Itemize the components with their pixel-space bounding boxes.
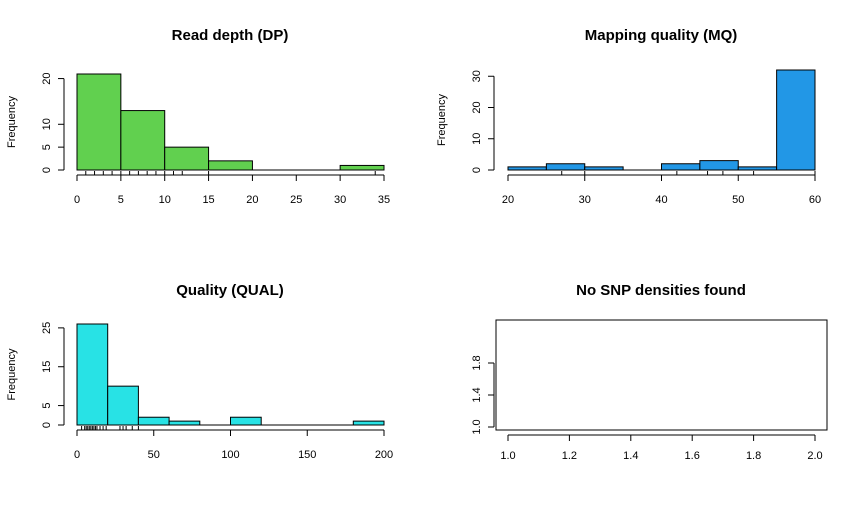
panel-0-x-tick-label-4: 20	[246, 194, 258, 206]
panel-1-x-tick-label-4: 60	[809, 194, 821, 206]
panel-3-x-tick-label-4: 1.8	[746, 450, 761, 462]
panel-3-plot-box	[495, 319, 828, 431]
panel-2-x-tick-label-3: 150	[298, 449, 316, 461]
panel-1-bar-1	[545, 163, 586, 171]
panel-3-y-tick-label-1: 1.4	[471, 387, 483, 402]
panel-1-x-tick-label-1: 30	[579, 194, 591, 206]
panel-2-y-tick-label-2: 15	[41, 361, 53, 373]
panel-1-x-tick-label-3: 50	[732, 194, 744, 206]
panel-1-y-tick-label-3: 30	[471, 70, 483, 82]
panel-2-bar-3	[168, 420, 201, 426]
panel-1-y-tick-label-2: 20	[471, 101, 483, 113]
panel-1-y-tick-label-0: 0	[471, 167, 483, 173]
panel-0-y-tick-label-2: 10	[41, 118, 53, 130]
panel-1-bar-4	[661, 163, 701, 171]
panel-1-y-tick-label-1: 10	[471, 133, 483, 145]
panel-3-chart-title: No SNP densities found	[576, 282, 746, 299]
panel-2-bar-9	[352, 420, 385, 426]
panel-0-y-tick-label-0: 0	[41, 167, 53, 173]
panel-0-x-tick-label-3: 15	[202, 194, 214, 206]
panel-2-y-tick-label-3: 25	[41, 322, 53, 334]
panel-0-x-tick-label-6: 30	[334, 194, 346, 206]
panel-2-bar-2	[137, 416, 170, 426]
panel-3-x-tick-label-3: 1.6	[685, 450, 700, 462]
panel-2-bar-0	[76, 323, 109, 426]
panel-3-x-tick-label-1: 1.2	[562, 450, 577, 462]
panel-1-chart-title: Mapping quality (MQ)	[585, 27, 737, 44]
panel-3-x-tick-label-2: 1.4	[623, 450, 638, 462]
panel-0-bar-1	[120, 110, 166, 171]
panel-3-y-tick-label-0: 1.0	[471, 419, 483, 434]
panel-3-y-tick-label-2: 1.8	[471, 355, 483, 370]
panel-2-y-axis-label: Frequency	[6, 348, 18, 400]
panel-0-y-tick-label-3: 20	[41, 72, 53, 84]
panel-0-chart-title: Read depth (DP)	[172, 27, 289, 44]
panel-0-bar-3	[208, 160, 253, 171]
panel-0-bar-2	[164, 146, 210, 171]
panel-2-x-tick-label-0: 0	[74, 449, 80, 461]
panel-1-y-axis-label: Frequency	[436, 94, 448, 146]
panel-2-x-tick-label-2: 100	[221, 449, 239, 461]
panel-0-y-tick-label-1: 5	[41, 144, 53, 150]
panel-3-x-tick-label-0: 1.0	[500, 450, 515, 462]
panel-0-x-tick-label-1: 5	[118, 194, 124, 206]
panel-0-x-tick-label-5: 25	[290, 194, 302, 206]
panel-0-x-tick-label-0: 0	[74, 194, 80, 206]
panel-2-x-tick-label-1: 50	[148, 449, 160, 461]
panel-2-bar-1	[107, 385, 139, 426]
panel-2-chart-title: Quality (QUAL)	[176, 282, 284, 299]
panel-2-x-tick-label-4: 200	[375, 449, 393, 461]
panel-1-x-tick-label-0: 20	[502, 194, 514, 206]
panel-3-x-tick-label-5: 2.0	[807, 450, 822, 462]
panel-0-bar-0	[76, 73, 122, 171]
panel-2-y-tick-label-1: 5	[41, 403, 53, 409]
panel-1-x-tick-label-2: 40	[655, 194, 667, 206]
panel-0-x-tick-label-7: 35	[378, 194, 390, 206]
panel-0-y-axis-label: Frequency	[6, 96, 18, 148]
panel-2-bar-5	[230, 416, 262, 426]
panel-1-bar-5	[699, 160, 739, 171]
panel-0-x-tick-label-2: 10	[159, 194, 171, 206]
panel-0-bar-6	[339, 164, 385, 171]
panel-1-bar-7	[776, 69, 816, 171]
panel-2-y-tick-label-0: 0	[41, 422, 53, 428]
